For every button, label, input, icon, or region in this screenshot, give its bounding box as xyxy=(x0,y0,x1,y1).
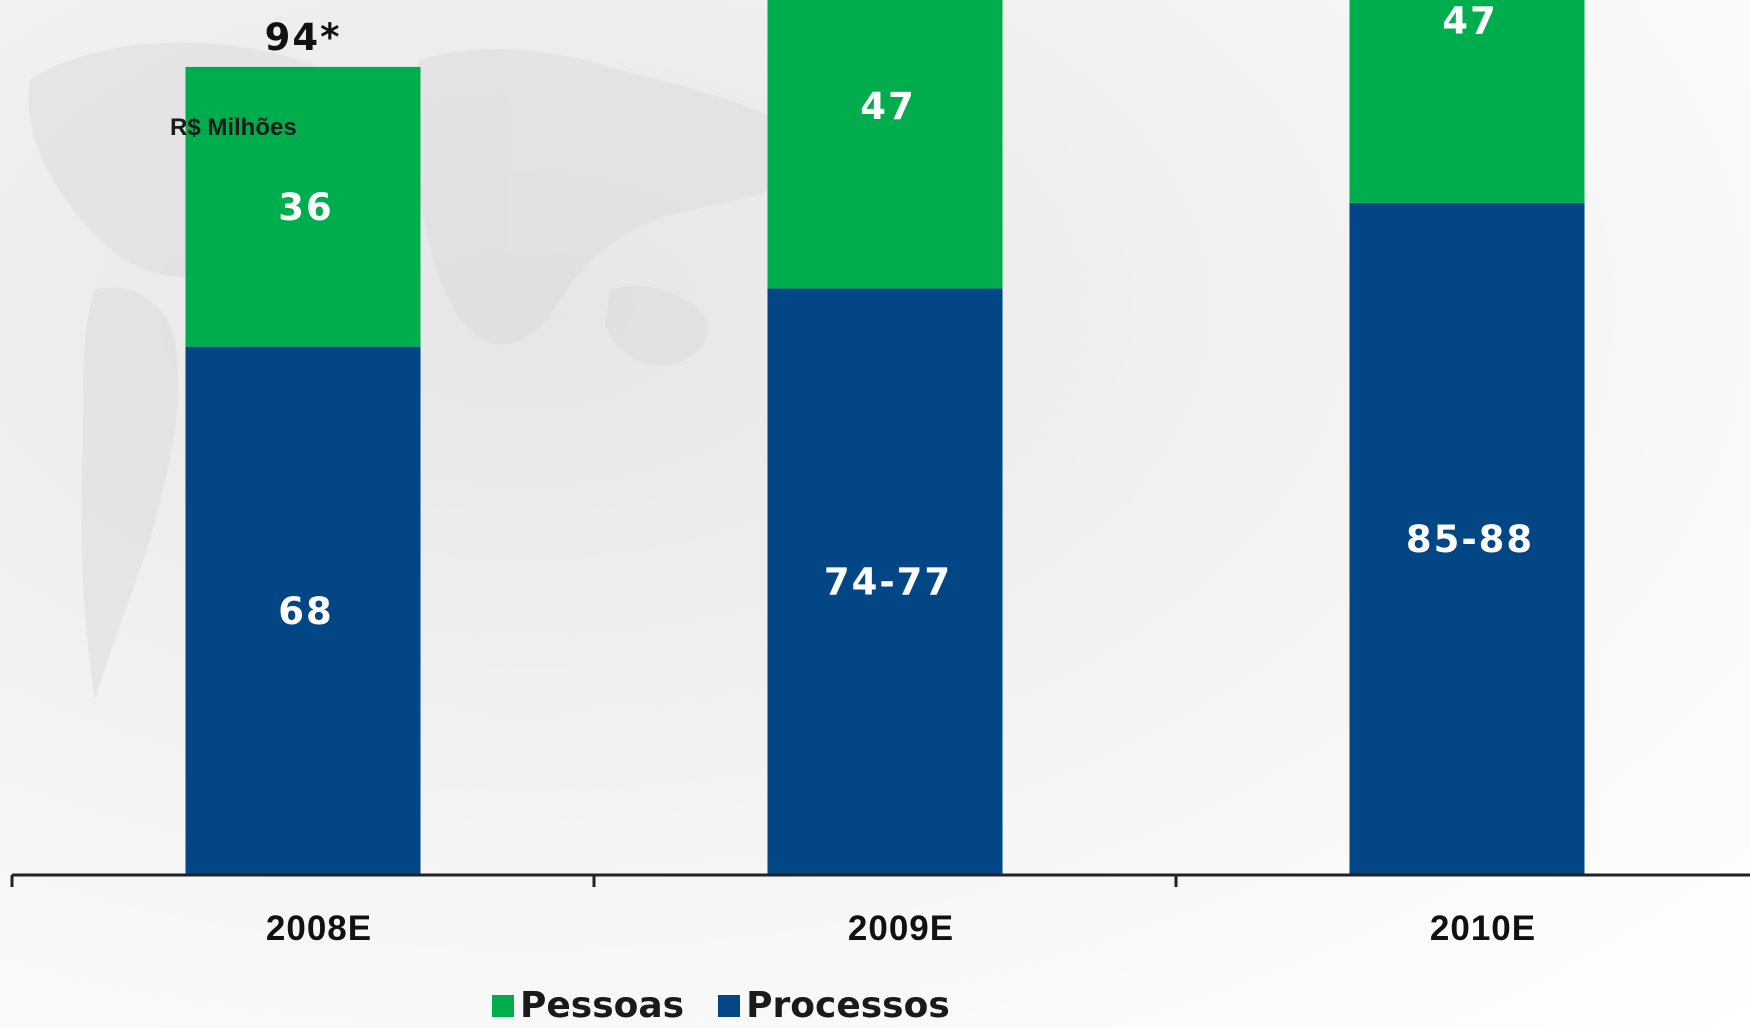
legend-label-pessoas: Pessoas xyxy=(520,985,685,1026)
legend-swatch-pessoas xyxy=(492,995,514,1017)
data-label-processos-2008E: 68 xyxy=(278,590,334,633)
x-tick-label-2010E: 2010E xyxy=(1430,909,1536,948)
bars-layer xyxy=(185,0,1585,875)
x-tick-label-2008E: 2008E xyxy=(266,909,372,948)
labels-layer: 683694*2008E74-7747121-1242009E85-884713… xyxy=(265,0,1536,948)
x-axis xyxy=(10,873,1750,887)
legend-item-pessoas: Pessoas xyxy=(492,986,684,1026)
world-map-backdrop xyxy=(28,42,820,700)
legend-label-processos: Processos xyxy=(746,985,950,1026)
unit-label: R$ Milhões xyxy=(170,114,297,141)
data-label-pessoas-2009E: 47 xyxy=(860,85,916,128)
bar-pessoas-2009E xyxy=(767,0,1003,289)
bar-processos-2009E xyxy=(767,288,1003,875)
bar-processos-2010E xyxy=(1349,202,1585,875)
bar-pessoas-2008E xyxy=(185,66,421,347)
bar-processos-2008E xyxy=(185,346,421,875)
data-label-processos-2010E: 85-88 xyxy=(1406,518,1534,561)
x-tick-label-2009E: 2009E xyxy=(848,909,954,948)
data-label-pessoas-2010E: 47 xyxy=(1442,0,1498,42)
legend-item-processos: Processos xyxy=(718,986,950,1026)
legend: Pessoas Processos xyxy=(492,986,950,1026)
data-label-processos-2009E: 74-77 xyxy=(824,561,952,604)
data-label-pessoas-2008E: 36 xyxy=(278,186,334,229)
total-label-2008E: 94* xyxy=(265,16,342,59)
bar-pessoas-2010E xyxy=(1349,0,1585,203)
legend-swatch-processos xyxy=(718,995,741,1017)
